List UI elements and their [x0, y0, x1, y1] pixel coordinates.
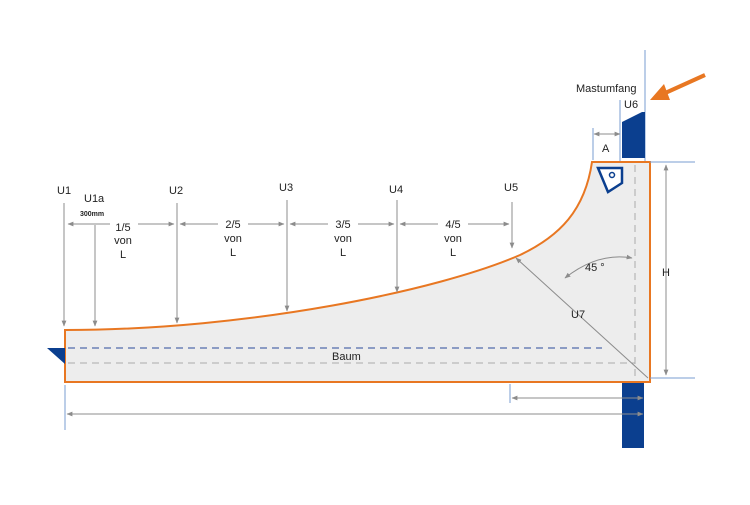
fraction-von: von [114, 235, 132, 247]
label-baum: Baum [332, 351, 361, 363]
label-u4: U4 [389, 184, 403, 196]
label-mastumfang: Mastumfang [576, 83, 637, 95]
label-u1a: U1a [84, 193, 105, 205]
u7-diagonal-arrow [515, 257, 649, 379]
fraction-l: L [450, 247, 456, 259]
fraction-l: L [120, 249, 126, 261]
fraction-label-4: 4/5 von L [444, 219, 462, 259]
label-u6: U6 [624, 99, 638, 111]
label-u2: U2 [169, 185, 183, 197]
fraction-l: L [230, 247, 236, 259]
mast-bottom [622, 378, 644, 448]
fraction-label-2: 2/5 von L [224, 219, 242, 259]
fraction-l: L [340, 247, 346, 259]
mast-top [622, 112, 645, 158]
fraction-value: 3/5 [335, 219, 350, 231]
fraction-von: von [444, 233, 462, 245]
label-u7: U7 [571, 309, 585, 321]
sail-outline [64, 161, 651, 383]
arrow-pointer-icon [650, 73, 706, 100]
label-angle: 45 ° [585, 262, 605, 274]
label-h: H [662, 267, 670, 279]
angle-arc [564, 254, 633, 279]
label-u1a-note: 300mm [80, 211, 104, 218]
fraction-value: 4/5 [445, 219, 460, 231]
clew-triangle-icon [596, 166, 624, 194]
fraction-von: von [224, 233, 242, 245]
fraction-value: 1/5 [115, 222, 130, 234]
clew-grommet [608, 171, 616, 179]
fraction-von: von [334, 233, 352, 245]
label-u3: U3 [279, 182, 293, 194]
fraction-label-1: 1/5 von L [114, 222, 132, 261]
tack-fitting-icon [47, 348, 65, 364]
label-u1: U1 [57, 185, 71, 197]
fraction-value: 2/5 [225, 219, 240, 231]
fraction-label-3: 3/5 von L [334, 219, 352, 259]
label-u5: U5 [504, 182, 518, 194]
label-a: A [602, 143, 610, 155]
